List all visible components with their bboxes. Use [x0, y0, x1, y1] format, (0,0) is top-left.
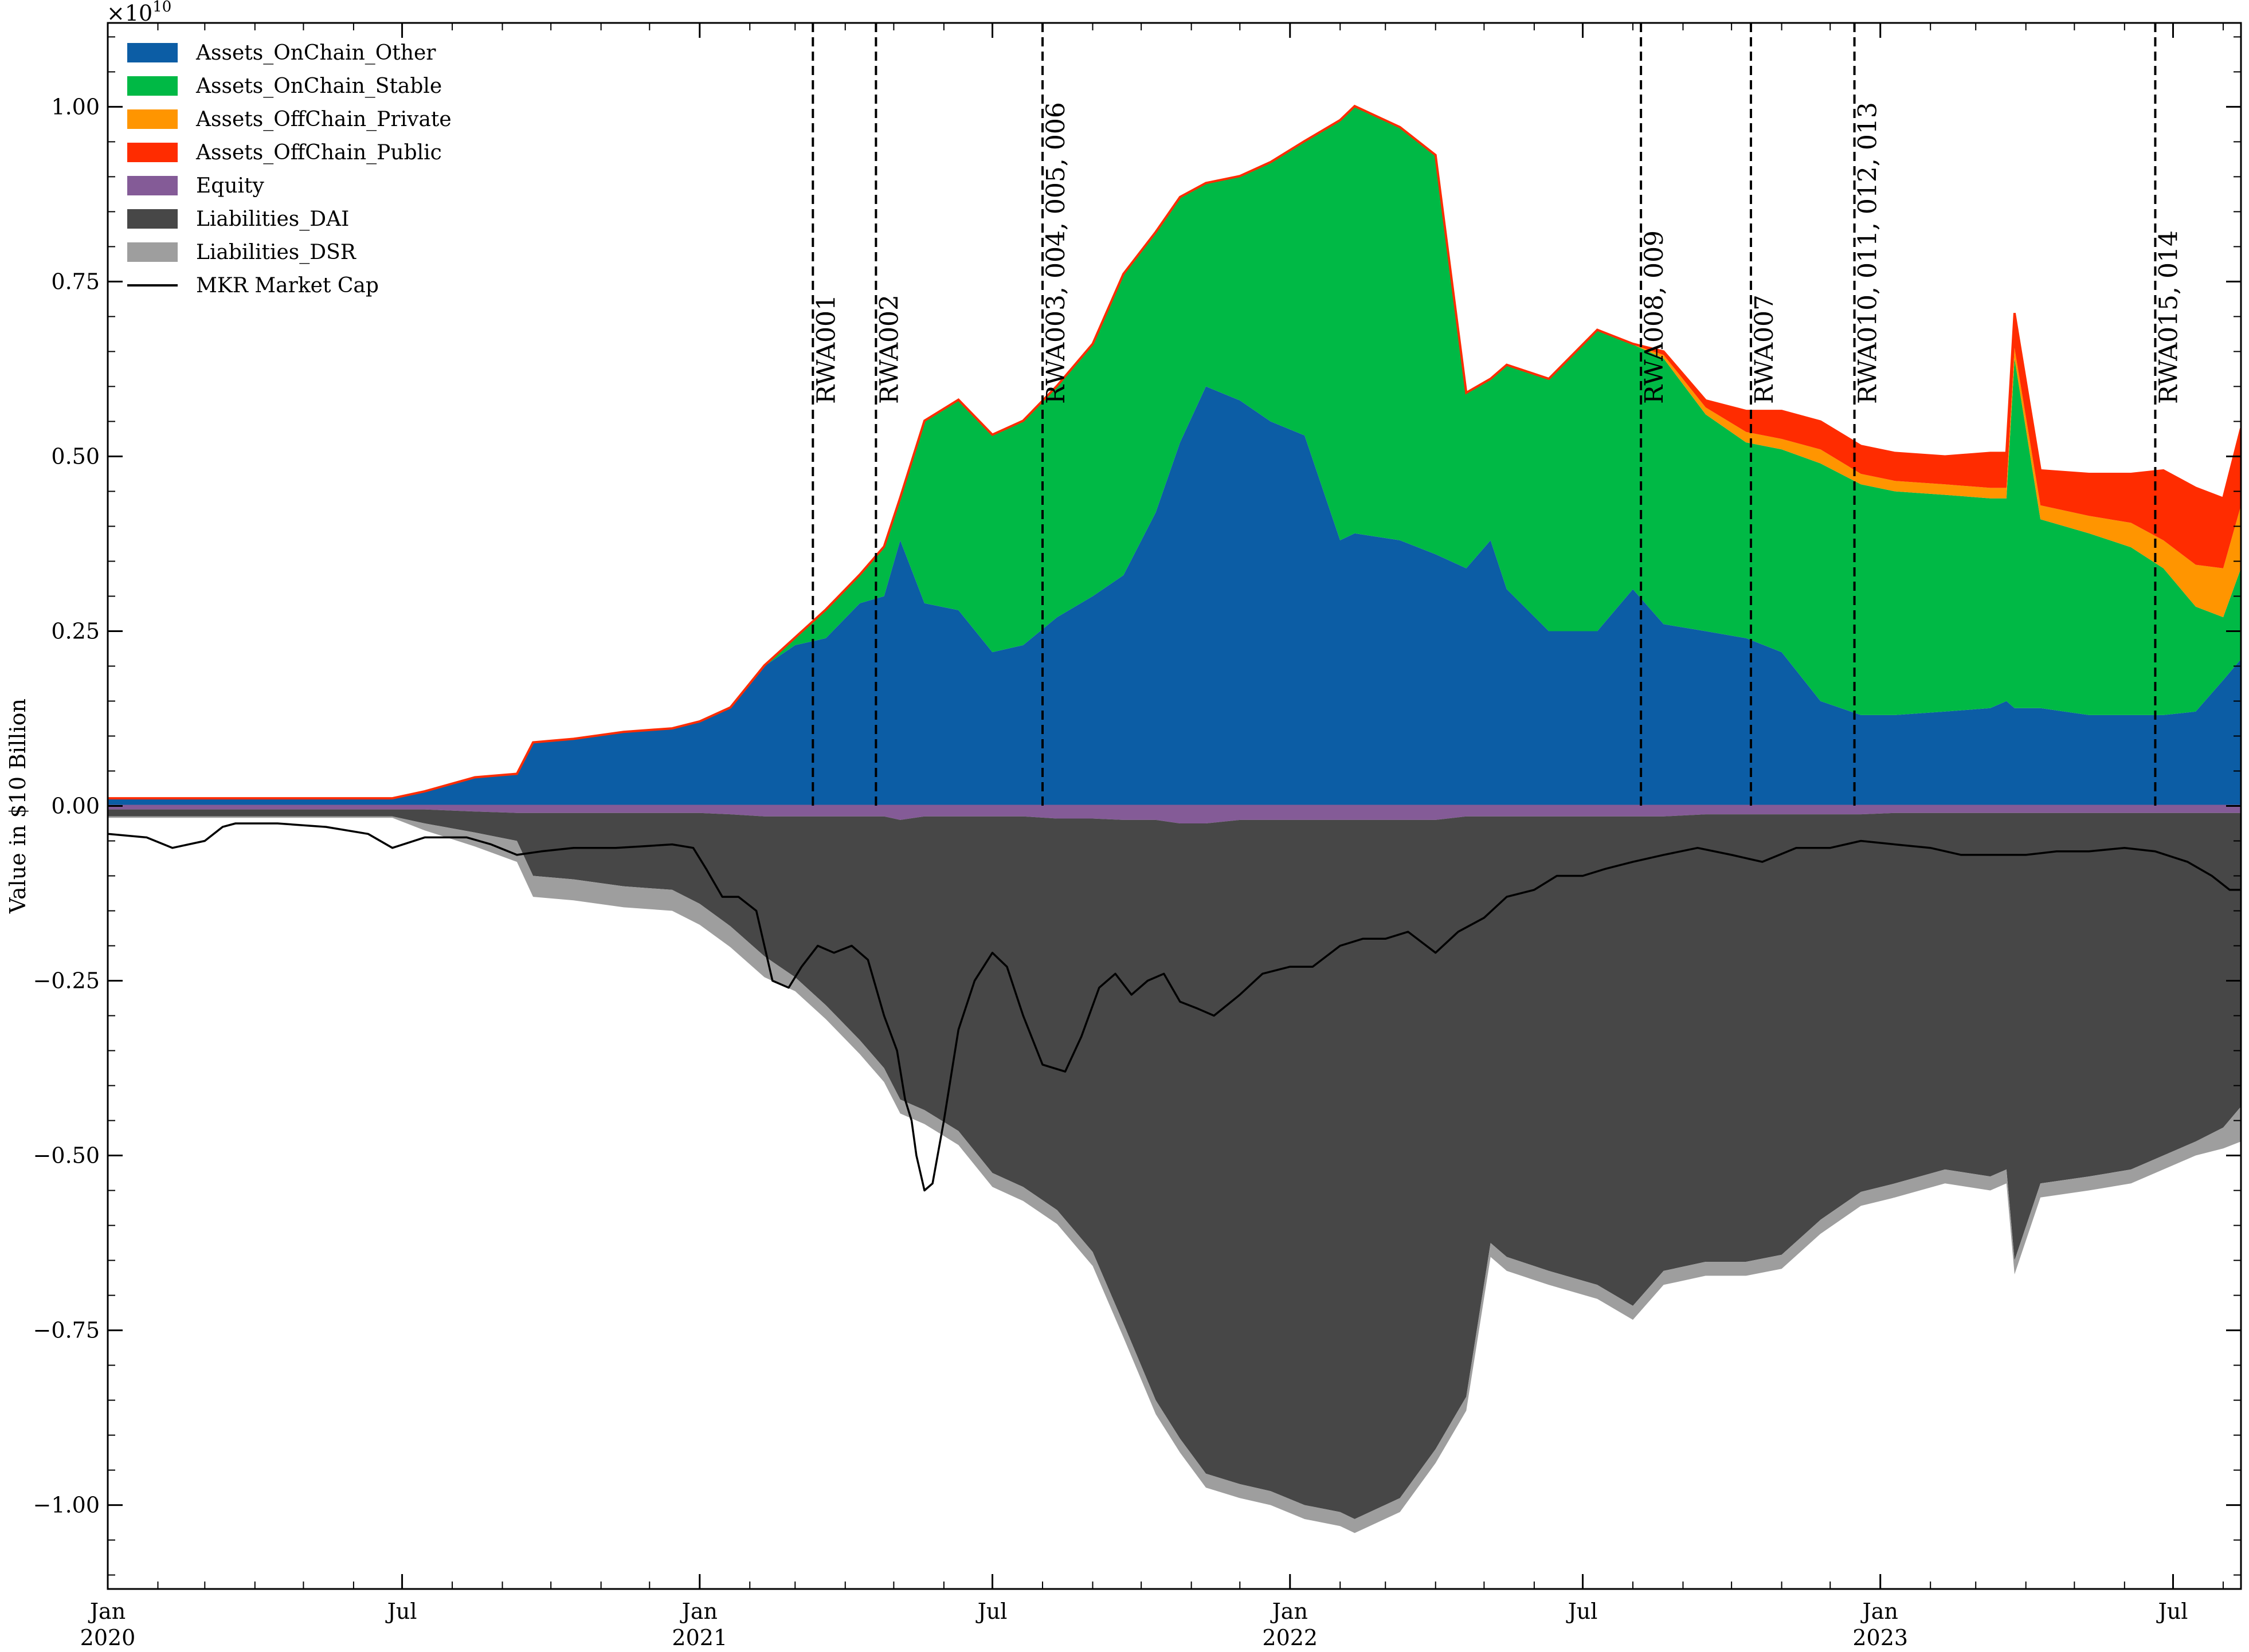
axes: −1.00 −0.75 −0.50 −0.25 0.00 0.25 0.50 0.75 1.00…	[33, 22, 2242, 1650]
area-liabilities-dai	[108, 809, 2241, 1519]
legend-label: MKR Market Cap	[196, 274, 379, 297]
legend: Assets_OnChain_Other Assets_OnChain_Stabl…	[127, 41, 452, 297]
rwa-marker-label: RWA015, 014	[2154, 230, 2183, 404]
legend-label: Liabilities_DAI	[196, 207, 349, 231]
y-tick-label: −0.50	[33, 1143, 100, 1168]
rwa-marker-label: RWA001	[812, 295, 841, 404]
legend-swatch	[127, 242, 178, 262]
rwa-marker-label: RWA003, 004, 005, 006	[1041, 102, 1071, 404]
x-tick-year-label: 2023	[1852, 1625, 1908, 1650]
y-axis-label: Value in $10 Billion	[5, 699, 30, 914]
legend-swatch	[127, 176, 178, 195]
area-equity	[108, 806, 2241, 823]
area-assets-offchain-private	[108, 107, 2241, 799]
total-assets-outline	[108, 104, 2241, 800]
legend-swatch	[127, 43, 178, 62]
x-tick-label: Jan	[88, 1599, 126, 1624]
legend-swatch	[127, 76, 178, 96]
y-tick-label: 1.00	[51, 94, 100, 119]
rwa-marker-label: RWA002	[875, 295, 904, 404]
x-tick-label: Jan	[1270, 1599, 1308, 1624]
legend-label: Assets_OnChain_Stable	[195, 74, 442, 98]
y-tick-label: 0.75	[51, 269, 100, 294]
x-tick-year-label: 2021	[672, 1625, 727, 1650]
y-offset-text: ×1010	[107, 0, 171, 26]
x-tick-label: Jul	[385, 1599, 417, 1624]
area-assets-onchain-other	[108, 386, 2241, 806]
area-assets-onchain-stable	[108, 107, 2241, 799]
y-tick-label: −0.75	[33, 1318, 100, 1343]
legend-label: Assets_OffChain_Private	[195, 108, 452, 131]
x-tick-label: Jul	[975, 1599, 1008, 1624]
legend-label: Assets_OnChain_Other	[195, 41, 436, 65]
y-tick-label: 0.25	[51, 618, 100, 643]
rwa-marker-label: RWA010, 011, 012, 013	[1854, 102, 1883, 404]
x-tick-year-label: 2022	[1262, 1625, 1318, 1650]
annotations: RWA001 RWA002 RWA003, 004, 005, 006 RWA008,…	[812, 23, 2183, 806]
mkr-market-cap-line	[108, 822, 2241, 1192]
rwa-marker-label: RWA007	[1750, 295, 1779, 404]
y-tick-label: 0.00	[51, 794, 100, 819]
legend-swatch	[127, 143, 178, 162]
legend-label: Equity	[196, 174, 264, 198]
y-tick-label: −1.00	[33, 1493, 100, 1518]
x-tick-year-label: 2020	[80, 1625, 136, 1650]
x-tick-label: Jul	[2156, 1599, 2188, 1624]
legend-swatch	[127, 209, 178, 229]
y-tick-label: −0.25	[33, 968, 100, 994]
plot-area	[108, 104, 2241, 1533]
legend-label: Liabilities_DSR	[196, 241, 356, 264]
x-tick-label: Jan	[680, 1599, 718, 1624]
x-tick-label: Jan	[1860, 1599, 1898, 1624]
x-tick-label: Jul	[1566, 1599, 1598, 1624]
legend-label: Assets_OffChain_Public	[195, 141, 442, 164]
rwa-marker-label: RWA008, 009	[1640, 230, 1669, 404]
y-tick-label: 0.50	[51, 444, 100, 469]
legend-swatch	[127, 109, 178, 129]
